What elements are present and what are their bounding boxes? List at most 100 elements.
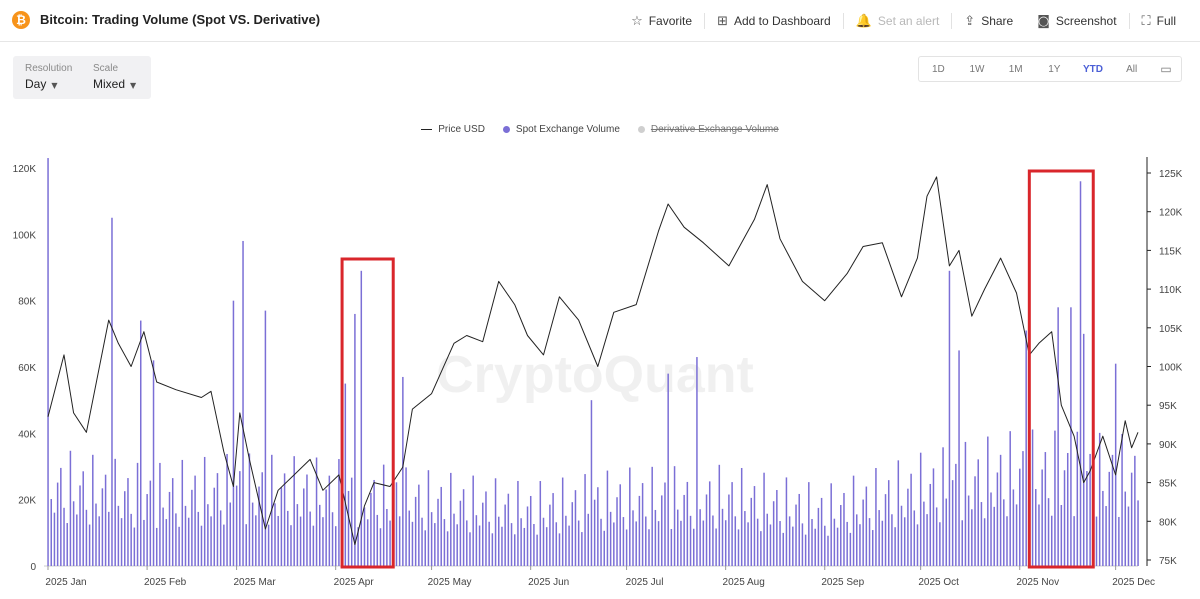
range-ytd-button[interactable]: YTD <box>1083 63 1104 75</box>
spot-volume-bar <box>635 521 637 566</box>
range-1w-button[interactable]: 1W <box>969 63 985 75</box>
spot-volume-bar <box>923 501 925 566</box>
range-1y-button[interactable]: 1Y <box>1048 63 1061 75</box>
spot-volume-bar <box>987 436 989 566</box>
spot-volume-bar <box>654 509 657 566</box>
spot-volume-bar <box>395 482 398 566</box>
spot-volume-bar <box>418 484 420 566</box>
spot-volume-bar <box>171 478 174 566</box>
x-axis-tick-label: 2025 May <box>428 577 472 588</box>
spot-volume-bar <box>63 507 65 566</box>
spot-volume-bar <box>680 520 682 566</box>
share-button[interactable]: ⇪ Share <box>952 14 1025 29</box>
spot-volume-bar <box>552 493 554 566</box>
spot-volume-bar <box>1041 469 1043 566</box>
spot-volume-bar <box>903 517 906 566</box>
range-1d-button[interactable]: 1D <box>931 63 945 75</box>
spot-volume-bar <box>287 510 289 566</box>
spot-volume-bar <box>462 489 465 566</box>
calendar-icon[interactable]: ▭ <box>1160 62 1172 76</box>
favorite-button[interactable]: ☆ Favorite <box>619 14 704 29</box>
x-axis-tick-label: 2025 Aug <box>723 577 765 588</box>
spot-volume-bar <box>472 475 474 566</box>
price-line-swatch <box>421 129 433 130</box>
spot-volume-bar <box>155 527 158 566</box>
screenshot-label: Screenshot <box>1055 14 1117 28</box>
spot-volume-bar <box>194 475 196 566</box>
spot-volume-bar <box>753 486 756 566</box>
spot-volume-bar <box>382 464 385 566</box>
legend-price[interactable]: Price USD <box>421 124 485 135</box>
spot-volume-bar <box>1124 491 1127 566</box>
spot-volume-bar <box>293 456 295 566</box>
spot-volume-bar <box>56 482 59 566</box>
spot-volume-bar <box>513 534 516 566</box>
spot-volume-bar <box>504 504 506 566</box>
spot-volume-bar <box>919 452 922 566</box>
spot-volume-bar <box>1047 498 1050 566</box>
spot-volume-bar <box>1070 307 1072 566</box>
spot-volume-bar <box>638 495 641 566</box>
spot-volume-bar <box>1114 363 1117 566</box>
spot-volume-bar <box>891 514 893 566</box>
legend-derivative[interactable]: Derivative Exchange Volume <box>637 124 779 135</box>
full-button[interactable]: ⛶ Full <box>1130 14 1188 29</box>
legend-spot[interactable]: Spot Exchange Volume <box>502 124 620 135</box>
spot-volume-bar <box>466 520 468 566</box>
spot-volume-bar <box>347 490 350 566</box>
spot-volume-bar <box>708 481 711 566</box>
spot-volume-bar <box>72 501 75 566</box>
spot-volume-bar <box>1009 431 1011 566</box>
spot-volume-bar <box>187 517 190 566</box>
spot-volume-bar <box>178 526 180 566</box>
spot-volume-bar <box>881 520 884 566</box>
spot-volume-bar <box>1082 333 1085 566</box>
spot-volume-bar <box>808 482 810 566</box>
spot-volume-bar <box>788 516 791 566</box>
spot-volume-bar <box>811 519 813 566</box>
scale-dropdown[interactable]: Scale Mixed ▼ <box>93 63 136 91</box>
x-axis-tick-label: 2025 Jul <box>626 577 664 588</box>
right-axis-tick-label: 110K <box>1159 285 1182 296</box>
share-label: Share <box>981 14 1014 28</box>
spot-volume-bar <box>76 514 78 566</box>
spot-volume-bar <box>280 487 283 566</box>
spot-volume-bar <box>600 518 602 566</box>
spot-volume-bar <box>862 499 864 566</box>
spot-volume-bar <box>274 503 276 566</box>
derivative-dot-swatch <box>637 126 645 133</box>
spot-volume-bar <box>910 473 912 566</box>
spot-volume-bar <box>277 515 279 566</box>
spot-volume-bar <box>907 488 909 566</box>
spot-volume-bar <box>897 460 900 566</box>
spot-volume-bar <box>82 471 84 566</box>
spot-volume-bar <box>108 511 110 566</box>
spot-volume-bar <box>366 519 369 566</box>
spot-volume-bar <box>785 477 788 566</box>
spot-volume-bar <box>616 497 618 566</box>
resolution-dropdown[interactable]: Resolution Day ▼ <box>25 63 72 91</box>
spot-volume-bar <box>792 526 794 566</box>
chevron-down-icon: ▼ <box>51 81 58 90</box>
spot-volume-bar <box>111 217 113 566</box>
spot-volume-bar <box>210 516 212 566</box>
range-1m-button[interactable]: 1M <box>1008 63 1023 75</box>
spot-volume-bar <box>101 488 104 566</box>
spot-volume-bar <box>312 525 315 566</box>
screenshot-button[interactable]: ◙ Screenshot <box>1025 14 1128 29</box>
set-an-alert-button[interactable]: 🔔 Set an alert <box>844 14 952 29</box>
add-to-dashboard-button[interactable]: ⊞ Add to Dashboard <box>705 14 843 29</box>
legend-price-label: Price USD <box>438 124 485 135</box>
legend-spot-label: Spot Exchange Volume <box>515 124 620 135</box>
spot-volume-bar <box>331 512 334 566</box>
spot-volume-bar <box>143 519 145 566</box>
spot-volume-bar <box>379 528 382 566</box>
star-icon: ☆ <box>631 13 643 29</box>
spot-volume-bar <box>437 498 439 566</box>
spot-volume-bar <box>667 373 669 566</box>
spot-volume-bar <box>1035 489 1037 566</box>
spot-volume-bar <box>319 504 321 566</box>
range-all-button[interactable]: All <box>1126 63 1138 75</box>
spot-volume-bar <box>581 532 583 566</box>
spot-volume-bar <box>894 527 896 566</box>
